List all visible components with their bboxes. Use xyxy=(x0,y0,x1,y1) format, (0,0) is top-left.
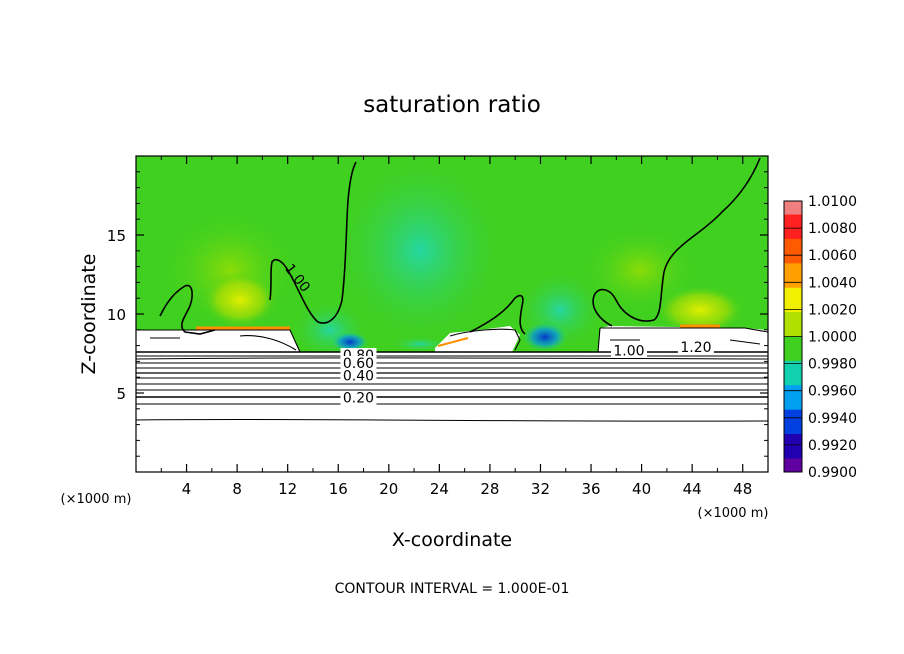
cloud-edge xyxy=(437,337,469,347)
contour-line xyxy=(159,284,216,335)
cloud-base xyxy=(435,326,520,352)
y-tick-label: 10 xyxy=(107,306,126,324)
y-tick-label: 5 xyxy=(116,385,126,403)
contour-label-bg xyxy=(340,355,377,370)
contour-label-bg xyxy=(340,368,377,383)
field-patch-cyan xyxy=(330,156,510,350)
colorbar-label: 1.0060 xyxy=(808,248,857,264)
colorbar-swatch xyxy=(784,360,802,386)
x-tick-label: 12 xyxy=(278,480,297,498)
lower-region xyxy=(136,352,768,472)
colorbar-swatch xyxy=(784,312,802,337)
x-tick-label: 20 xyxy=(379,480,398,498)
x-tick-label: 4 xyxy=(182,480,192,498)
field-patch-blue xyxy=(332,332,368,352)
colorbar-swatch xyxy=(784,201,802,216)
contour-labels: 1.001.001.200.800.600.400.20 xyxy=(281,261,714,407)
colorbar-label: 1.0020 xyxy=(808,302,857,318)
colorbar-swatch xyxy=(784,287,802,313)
colorbar-label: 1.0040 xyxy=(808,275,857,291)
colorbar-swatch xyxy=(784,458,802,473)
field-patch-blue xyxy=(523,323,567,351)
y-axis-label: Z-coordinate xyxy=(78,254,100,375)
colorbar-swatch xyxy=(784,214,802,240)
cloud-base xyxy=(136,330,300,352)
colorbar-swatch xyxy=(784,385,802,411)
contour-interval-note: CONTOUR INTERVAL = 1.000E-01 xyxy=(335,581,570,597)
x-tick-label: 32 xyxy=(531,480,550,498)
colorbar-swatch xyxy=(784,409,802,435)
contour-line xyxy=(592,157,761,327)
x-axis-label: X-coordinate xyxy=(392,529,512,551)
contour-label: 0.20 xyxy=(343,391,374,407)
colorbar-label: 1.0100 xyxy=(808,194,857,210)
x-axis-unit: (×1000 m) xyxy=(698,506,769,521)
colorbar-swatch xyxy=(784,238,802,264)
x-axis: 4 8 12 16 20 24 28 32 36 40 44 48 xyxy=(160,156,752,498)
x-tick-label: 24 xyxy=(430,480,449,498)
field-patch-yellow xyxy=(202,272,278,328)
x-tick-label: 16 xyxy=(329,480,348,498)
contour-label: 1.20 xyxy=(680,340,711,356)
x-tick-label: 36 xyxy=(581,480,600,498)
x-tick-label: 44 xyxy=(683,480,702,498)
x-tick-label: 48 xyxy=(733,480,752,498)
colorbar-swatch xyxy=(784,263,802,289)
contour-line xyxy=(469,294,526,335)
colorbar-label: 1.0000 xyxy=(808,330,857,346)
colorbar-swatch xyxy=(784,434,802,459)
contour-label: 1.00 xyxy=(613,343,644,359)
colorbar-label: 0.9900 xyxy=(808,465,857,481)
y-tick-label: 15 xyxy=(107,227,126,245)
contour-label: 0.40 xyxy=(343,369,374,385)
x-tick-label: 40 xyxy=(632,480,651,498)
colorbar-label: 1.0080 xyxy=(808,221,857,237)
colorbar-swatch xyxy=(784,336,802,362)
contour-label: 0.60 xyxy=(343,356,374,372)
y-axis: 5 10 15 xyxy=(107,171,768,457)
chart-title: saturation ratio xyxy=(363,92,541,118)
colorbar-label: 0.9940 xyxy=(808,411,857,427)
contour-label-bg xyxy=(340,390,377,405)
colorbar: 1.0100 1.0080 1.0060 1.0040 1.0020 1.0000 0.99… xyxy=(783,194,857,481)
colorbar-label: 0.9920 xyxy=(808,438,857,454)
cloud-outlines xyxy=(136,327,768,353)
y-axis-unit: (×1000 m) xyxy=(61,492,132,507)
colorbar-label: 0.9960 xyxy=(808,384,857,400)
contour-line xyxy=(269,161,357,324)
plot-area xyxy=(136,156,768,472)
x-tick-label: 8 xyxy=(232,480,242,498)
contour-label-bg xyxy=(677,340,714,355)
colorbar-label: 0.9980 xyxy=(808,357,857,373)
contour-label-bg xyxy=(610,343,647,358)
x-tick-label: 28 xyxy=(480,480,499,498)
